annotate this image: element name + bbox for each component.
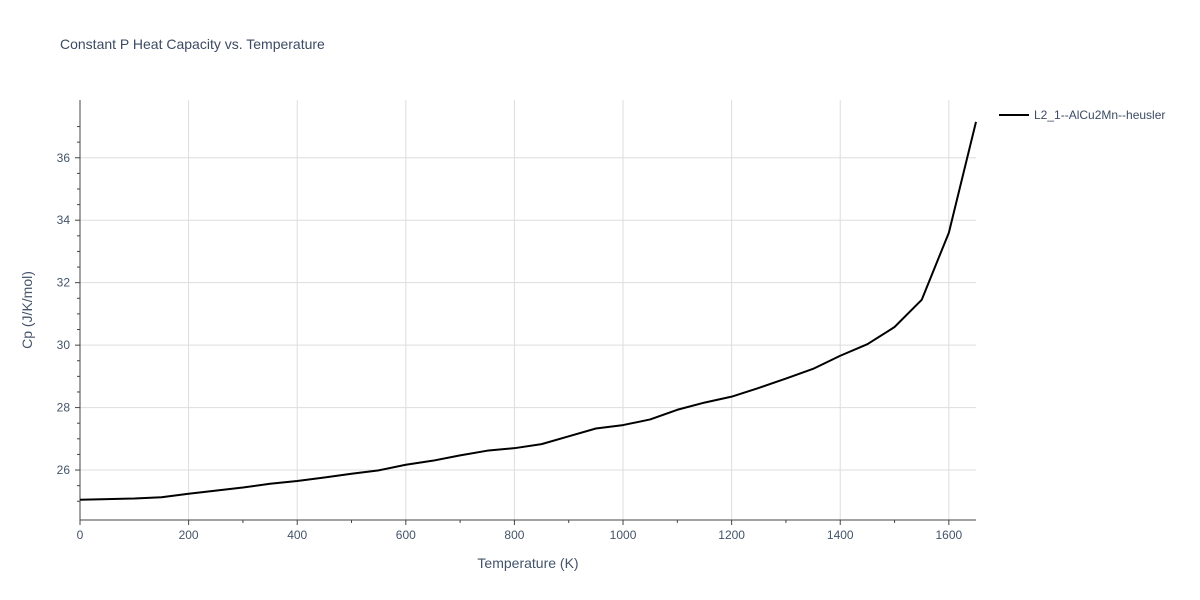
x-tick-label: 0 — [77, 528, 84, 542]
y-tick-label: 32 — [57, 276, 71, 290]
x-tick-label: 200 — [179, 528, 199, 542]
data-point[interactable] — [159, 495, 164, 500]
x-tick-label: 1000 — [610, 528, 637, 542]
legend-label: L2_1--AlCu2Mn--heusler — [1034, 108, 1165, 122]
series-line[interactable] — [79, 121, 977, 501]
data-point[interactable] — [756, 385, 761, 390]
axes — [79, 100, 976, 521]
data-point[interactable] — [702, 400, 707, 405]
x-tick-label: 1200 — [718, 528, 745, 542]
data-point[interactable] — [322, 475, 327, 480]
y-tick-label: 34 — [57, 213, 71, 227]
x-tick-label: 400 — [287, 528, 307, 542]
data-point[interactable] — [675, 407, 680, 412]
data-point[interactable] — [295, 478, 300, 483]
data-point[interactable] — [648, 417, 653, 422]
x-tick-label: 800 — [504, 528, 524, 542]
data-point[interactable] — [512, 446, 517, 451]
data-point[interactable] — [865, 342, 870, 347]
y-tick-label: 26 — [57, 463, 71, 477]
data-point[interactable] — [403, 462, 408, 467]
data-point[interactable] — [892, 325, 897, 330]
y-tick-label: 36 — [57, 151, 71, 165]
data-point[interactable] — [621, 423, 626, 428]
data-point[interactable] — [376, 468, 381, 473]
data-point[interactable] — [566, 434, 571, 439]
data-point[interactable] — [919, 297, 924, 302]
data-point[interactable] — [268, 481, 273, 486]
data-point[interactable] — [838, 353, 843, 358]
ticks: 0 200 400 600 800 1000 1200 1400 1600 26 28 30 32 34 3… — [57, 126, 963, 542]
data-point[interactable] — [132, 496, 137, 501]
data-point[interactable] — [539, 442, 544, 447]
data-point[interactable] — [105, 497, 110, 502]
series-layer — [78, 119, 979, 502]
data-point[interactable] — [485, 448, 490, 453]
x-tick-label: 1600 — [935, 528, 962, 542]
data-point[interactable] — [593, 426, 598, 431]
y-axis-title: Cp (J/K/mol) — [19, 271, 35, 349]
legend[interactable]: L2_1--AlCu2Mn--heusler — [999, 108, 1165, 122]
data-point[interactable] — [783, 376, 788, 381]
data-point[interactable] — [186, 491, 191, 496]
data-point[interactable] — [458, 453, 463, 458]
data-point[interactable] — [213, 488, 218, 493]
y-tick-label: 30 — [57, 338, 71, 352]
y-tick-label: 28 — [57, 401, 71, 415]
chart-title: Constant P Heat Capacity vs. Temperature — [60, 36, 325, 52]
data-point[interactable] — [729, 394, 734, 399]
data-point[interactable] — [349, 471, 354, 476]
data-point[interactable] — [240, 485, 245, 490]
data-point[interactable] — [946, 230, 951, 235]
data-point[interactable] — [78, 497, 83, 502]
data-point[interactable] — [974, 119, 979, 124]
grid — [80, 100, 976, 520]
data-point[interactable] — [811, 366, 816, 371]
data-point[interactable] — [430, 458, 435, 463]
x-axis-title: Temperature (K) — [477, 555, 578, 571]
x-tick-label: 1400 — [827, 528, 854, 542]
x-tick-label: 600 — [396, 528, 416, 542]
